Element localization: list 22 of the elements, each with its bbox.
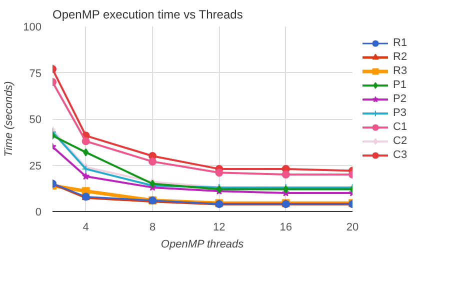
x-tick-label: 8 xyxy=(149,222,156,234)
legend-label: P3 xyxy=(393,106,408,120)
chart-title: OpenMP execution time vs Threads xyxy=(52,8,243,22)
y-tick-label: 75 xyxy=(29,68,42,80)
y-tick-label: 25 xyxy=(29,160,42,172)
x-tick-label: 12 xyxy=(213,222,226,234)
legend-label: R1 xyxy=(393,36,408,50)
legend-label: C3 xyxy=(393,148,408,162)
legend-label: R3 xyxy=(393,64,408,78)
legend-label: C2 xyxy=(393,134,408,148)
legend-label: P2 xyxy=(393,92,408,106)
y-tick-label: 100 xyxy=(23,22,42,34)
y-tick-label: 0 xyxy=(35,206,42,218)
x-tick-label: 16 xyxy=(280,222,292,234)
x-tick-label: 20 xyxy=(346,222,359,234)
x-axis-title: OpenMP threads xyxy=(160,238,244,250)
x-tick-label: 4 xyxy=(82,222,89,234)
legend-label: R2 xyxy=(393,50,408,64)
legend-label: C1 xyxy=(393,120,408,134)
y-tick-label: 50 xyxy=(29,114,42,126)
legend-label: P1 xyxy=(393,78,408,92)
y-axis-title: Time (seconds) xyxy=(3,80,16,157)
